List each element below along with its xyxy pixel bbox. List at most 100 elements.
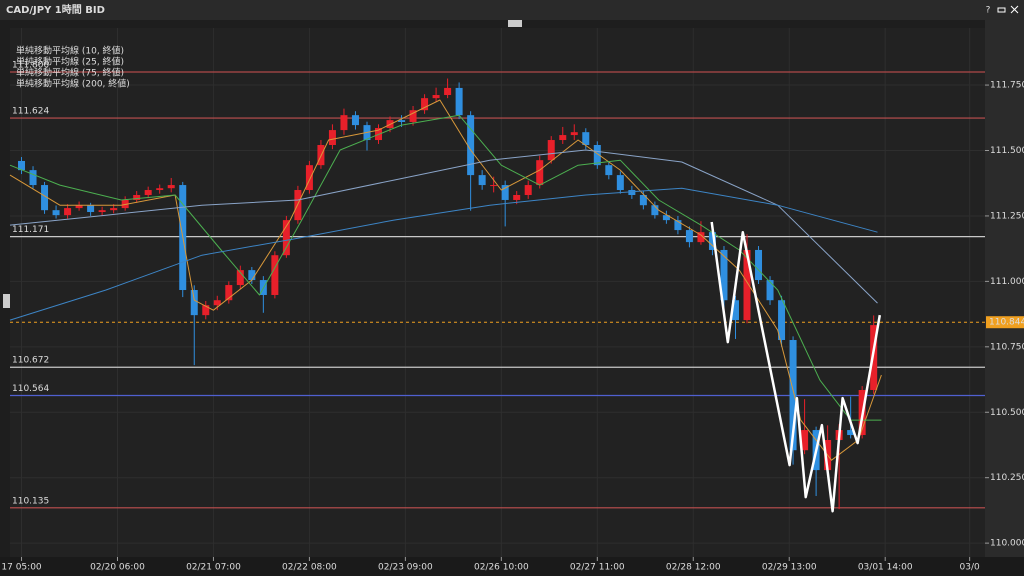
candle-body — [501, 185, 509, 200]
y-tick-label: 110.500 — [990, 408, 1024, 418]
candle-body — [328, 130, 336, 146]
x-tick-label: 02/20 06:00 — [90, 563, 145, 573]
candle-body — [110, 208, 118, 211]
candle-body — [421, 98, 429, 111]
candle-body — [248, 270, 256, 281]
x-tick-label: 02/26 10:00 — [474, 563, 529, 573]
level-label: 110.672 — [12, 356, 49, 366]
candle-body — [547, 140, 555, 161]
x-tick-label: 02/21 07:00 — [186, 563, 241, 573]
x-tick-label: 02/23 09:00 — [378, 563, 433, 573]
candle-body — [444, 87, 452, 96]
plot-area — [10, 28, 985, 557]
moving-average-line — [9, 99, 882, 461]
candle-body — [731, 300, 739, 321]
candle-body — [847, 430, 855, 436]
candle-body — [685, 230, 693, 243]
x-tick-label: 17 05:00 — [1, 563, 42, 573]
legend-entry: 単純移動平均線 (200, 終値) — [16, 78, 130, 90]
collapse-button[interactable] — [508, 20, 522, 27]
candle-body — [225, 285, 233, 301]
candle-body — [708, 232, 716, 250]
candle-body — [190, 290, 198, 316]
help-button[interactable]: ? — [986, 6, 991, 16]
y-tick-label: 111.000 — [990, 277, 1024, 287]
candle-body — [64, 208, 72, 216]
candle-body — [490, 185, 498, 187]
candle-body — [156, 188, 164, 191]
candle-body — [87, 205, 95, 213]
level-label: 110.135 — [12, 496, 49, 506]
y-tick-label: 111.750 — [990, 81, 1024, 91]
level-label: 111.624 — [12, 107, 49, 117]
candle-body — [789, 340, 797, 451]
candle-body — [478, 175, 486, 186]
candle-body — [98, 210, 106, 213]
drawn-trendline — [710, 221, 882, 513]
maximize-button[interactable] — [997, 7, 1006, 13]
candle-body — [409, 110, 417, 122]
candle-body — [398, 120, 406, 122]
x-tick-label: 02/22 08:00 — [282, 563, 337, 573]
candle-body — [662, 215, 670, 221]
candle-body — [766, 280, 774, 301]
candle-body — [559, 135, 567, 141]
candle-body — [628, 190, 636, 195]
close-button[interactable] — [1010, 5, 1019, 14]
candle-body — [52, 210, 60, 216]
x-tick-label: 02/28 12:00 — [666, 563, 721, 573]
candle-body — [524, 185, 532, 195]
candle-body — [697, 232, 705, 243]
x-tick-label: 03/01 14:00 — [858, 563, 913, 573]
candle-body — [271, 255, 279, 295]
legend-entry: 単純移動平均線 (75, 終値) — [16, 67, 124, 79]
candle-body — [674, 220, 682, 231]
moving-average-line — [9, 114, 882, 421]
level-label: 111.800 — [12, 60, 49, 70]
title-bar — [0, 0, 1024, 20]
candle-body — [282, 220, 290, 256]
y-tick-label: 111.500 — [990, 146, 1024, 156]
y-tick-label: 110.750 — [990, 342, 1024, 352]
candle-body — [41, 185, 49, 211]
candle-body — [236, 270, 244, 286]
legend-entry: 単純移動平均線 (25, 終値) — [16, 56, 124, 68]
candle-body — [536, 160, 544, 186]
legend-entry: 単純移動平均線 (10, 終値) — [16, 45, 124, 57]
side-button[interactable] — [3, 294, 10, 308]
candle-body — [29, 170, 37, 186]
candle-body — [570, 132, 578, 136]
candle-body — [432, 95, 440, 99]
candle-body — [605, 165, 613, 176]
candle-body — [616, 175, 624, 191]
time-axis — [0, 557, 1024, 576]
x-tick-label: 02/29 13:00 — [762, 563, 817, 573]
candle-body — [513, 194, 521, 200]
candle-body — [720, 249, 728, 301]
candle-body — [351, 115, 359, 126]
candle-body — [582, 132, 590, 146]
candle-body — [455, 87, 463, 116]
candle-body — [778, 300, 786, 341]
candle-body — [801, 430, 809, 451]
candle-body — [467, 115, 475, 176]
candle-body — [651, 205, 659, 216]
candle-body — [639, 194, 647, 206]
candle-body — [340, 115, 348, 131]
current-price-box — [986, 316, 1024, 329]
candle-body — [593, 145, 601, 166]
y-tick-label: 110.000 — [990, 539, 1024, 549]
current-price-label: 110.844 — [989, 318, 1024, 328]
moving-average-line — [9, 149, 878, 304]
y-tick-label: 110.250 — [990, 473, 1024, 483]
candle-body — [167, 185, 175, 189]
x-tick-label: 03/0 — [960, 563, 980, 573]
candle-body — [213, 300, 221, 306]
x-tick-label: 02/27 11:00 — [570, 563, 625, 573]
y-tick-label: 111.250 — [990, 211, 1024, 221]
window-title: CAD/JPY 1時間 BID — [6, 3, 105, 16]
candle-body — [202, 305, 210, 316]
price-axis — [985, 20, 1024, 576]
candle-body — [144, 190, 152, 195]
